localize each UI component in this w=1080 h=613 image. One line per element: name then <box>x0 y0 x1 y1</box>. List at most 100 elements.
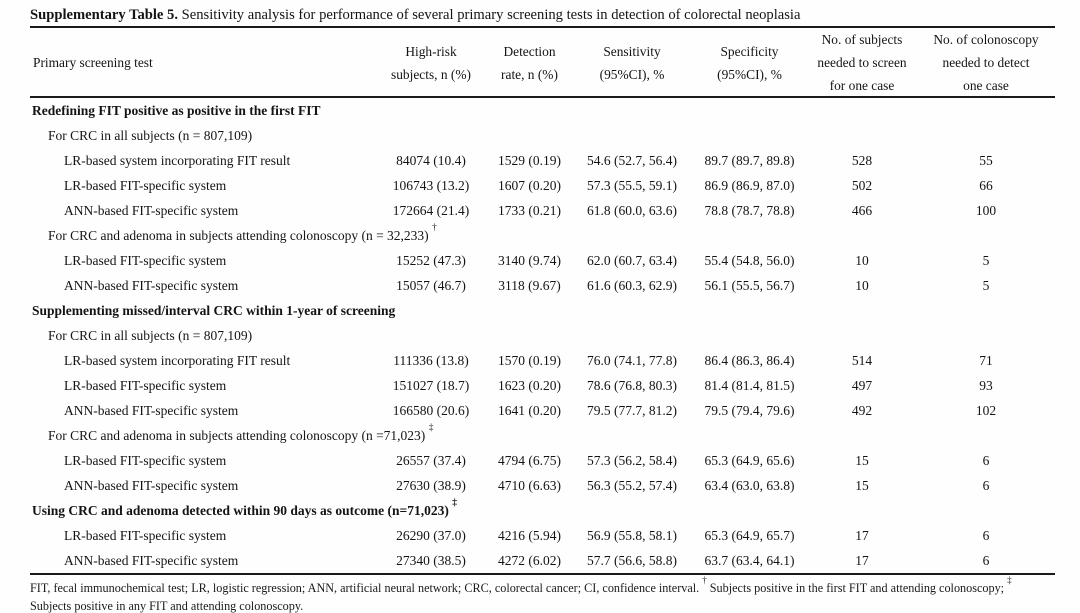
cell-sensitivity: 78.6 (76.8, 80.3) <box>587 378 677 393</box>
column-header-line: needed to screen <box>817 55 907 70</box>
cell-specificity: 81.4 (81.4, 81.5) <box>704 378 795 393</box>
row-label-text: LR-based system incorporating FIT result <box>64 153 291 168</box>
cell-sensitivity: 76.0 (74.1, 77.8) <box>587 353 677 368</box>
column-header-line: No. of colonoscopy <box>933 32 1039 47</box>
row-label: For CRC in all subjects (n = 807,109) <box>30 323 1055 348</box>
row-label: Using CRC and adenoma detected within 90… <box>30 498 1055 523</box>
cell-colonoscopy-needed-to-detect: 6 <box>982 478 990 493</box>
cell-detection-rate: 4710 (6.63) <box>498 478 561 493</box>
cell-specificity: 86.9 (86.9, 87.0) <box>704 178 795 193</box>
dagger-icon: ‡ <box>452 497 457 508</box>
column-header-line: rate, n (%) <box>501 66 558 82</box>
cell-sensitivity: 57.7 (56.6, 58.8) <box>587 553 677 568</box>
table-row: ANN-based FIT-specific system 172664 (21.… <box>30 198 1055 223</box>
cell-sensitivity: 79.5 (77.7, 81.2) <box>587 403 677 418</box>
cell-sensitivity: 62.0 (60.7, 63.4) <box>587 253 677 268</box>
cell-colonoscopy-needed-to-detect: 55 <box>979 153 993 168</box>
row-label-text: LR-based FIT-specific system <box>64 378 227 393</box>
cell-specificity: 79.5 (79.4, 79.6) <box>704 403 795 418</box>
cell-subjects-needed-to-screen: 15 <box>855 478 869 493</box>
cell-sensitivity: 57.3 (56.2, 58.4) <box>587 453 677 468</box>
cell-specificity: 63.7 (63.4, 64.1) <box>704 553 795 568</box>
table-row: ANN-based FIT-specific system 15057 (46.7… <box>30 273 1055 298</box>
row-label-text: LR-based system incorporating FIT result <box>64 353 291 368</box>
cell-specificity: 56.1 (55.5, 56.7) <box>704 278 795 293</box>
cell-detection-rate: 4216 (5.94) <box>498 528 561 543</box>
row-label-text: Supplementing missed/interval CRC within… <box>32 303 396 318</box>
cell-subjects-needed-to-screen: 528 <box>851 153 873 168</box>
cell-high-risk-subjects: 27630 (38.9) <box>396 478 466 493</box>
row-label: ANN-based FIT-specific system <box>30 398 375 423</box>
column-header-line: Detection <box>503 43 556 59</box>
section-row: Using CRC and adenoma detected within 90… <box>30 498 1055 523</box>
column-header-line: (95%CI), % <box>717 66 782 82</box>
footnote-text: Subjects positive in the first FIT and a… <box>706 581 1008 595</box>
cell-colonoscopy-needed-to-detect: 5 <box>982 278 990 293</box>
column-header-sensitivity: Sensitivity (95%CI), % <box>572 40 692 86</box>
cell-high-risk-subjects: 111336 (13.8) <box>393 353 469 368</box>
cell-subjects-needed-to-screen: 466 <box>851 203 873 218</box>
cell-sensitivity: 57.3 (55.5, 59.1) <box>587 178 677 193</box>
row-label-text: ANN-based FIT-specific system <box>64 553 239 568</box>
row-label-text: ANN-based FIT-specific system <box>64 203 239 218</box>
cell-high-risk-subjects: 172664 (21.4) <box>392 203 470 218</box>
column-header-specificity: Specificity (95%CI), % <box>692 40 807 86</box>
column-header-colonoscopy-needed-to-detect: No. of colonoscopy needed to detect one ca… <box>917 28 1055 97</box>
cell-specificity: 65.3 (64.9, 65.6) <box>704 453 795 468</box>
table-body: Redefining FIT positive as positive in t… <box>30 98 1055 575</box>
cell-detection-rate: 4794 (6.75) <box>498 453 561 468</box>
cell-high-risk-subjects: 106743 (13.2) <box>392 178 470 193</box>
cell-subjects-needed-to-screen: 497 <box>851 378 873 393</box>
cell-detection-rate: 1529 (0.19) <box>498 153 561 168</box>
row-label-text: LR-based FIT-specific system <box>64 528 227 543</box>
row-label: LR-based FIT-specific system <box>30 448 375 473</box>
cell-detection-rate: 4272 (6.02) <box>498 553 561 568</box>
table-row: LR-based FIT-specific system 26557 (37.4)… <box>30 448 1055 473</box>
footnote-text: FIT, fecal immunochemical test; LR, logi… <box>30 581 703 595</box>
cell-colonoscopy-needed-to-detect: 5 <box>982 253 990 268</box>
cell-detection-rate: 3118 (9.67) <box>498 278 561 293</box>
table-row: ANN-based FIT-specific system 166580 (20.… <box>30 398 1055 423</box>
cell-subjects-needed-to-screen: 514 <box>851 353 873 368</box>
row-label: For CRC in all subjects (n = 807,109) <box>30 123 1055 148</box>
row-label: LR-based system incorporating FIT result <box>30 148 375 173</box>
row-label: LR-based FIT-specific system <box>30 523 375 548</box>
column-header-line: needed to detect <box>942 55 1030 70</box>
row-label-text: Using CRC and adenoma detected within 90… <box>32 503 449 518</box>
cell-high-risk-subjects: 27340 (38.5) <box>396 553 466 568</box>
table-title: Supplementary Table 5. Sensitivity analy… <box>30 5 1055 28</box>
table-row: LR-based FIT-specific system 151027 (18.7… <box>30 373 1055 398</box>
column-header-primary-screening-test: Primary screening test <box>30 51 375 74</box>
cell-high-risk-subjects: 15057 (46.7) <box>396 278 466 293</box>
cell-high-risk-subjects: 166580 (20.6) <box>392 403 470 418</box>
subsection-row: For CRC and adenoma in subjects attendin… <box>30 423 1055 448</box>
cell-colonoscopy-needed-to-detect: 71 <box>979 353 993 368</box>
section-row: Supplementing missed/interval CRC within… <box>30 298 1055 323</box>
row-label: ANN-based FIT-specific system <box>30 473 375 498</box>
cell-subjects-needed-to-screen: 10 <box>855 253 869 268</box>
footnote-dagger-icon: ‡ <box>1007 574 1012 585</box>
cell-subjects-needed-to-screen: 492 <box>851 403 873 418</box>
row-label-text: ANN-based FIT-specific system <box>64 478 239 493</box>
row-label: Redefining FIT positive as positive in t… <box>30 98 1055 123</box>
cell-sensitivity: 56.3 (55.2, 57.4) <box>587 478 677 493</box>
row-label: ANN-based FIT-specific system <box>30 548 375 573</box>
table-title-text: Sensitivity analysis for performance of … <box>178 7 801 23</box>
column-header-high-risk-subjects: High-risk subjects, n (%) <box>375 40 487 86</box>
cell-sensitivity: 56.9 (55.8, 58.1) <box>587 528 677 543</box>
column-header-detection-rate: Detection rate, n (%) <box>487 40 572 86</box>
cell-detection-rate: 1733 (0.21) <box>498 203 561 218</box>
table-row: ANN-based FIT-specific system 27630 (38.9… <box>30 473 1055 498</box>
cell-detection-rate: 1570 (0.19) <box>498 353 561 368</box>
cell-subjects-needed-to-screen: 10 <box>855 278 869 293</box>
subsection-row: For CRC in all subjects (n = 807,109) <box>30 123 1055 148</box>
cell-specificity: 63.4 (63.0, 63.8) <box>704 478 795 493</box>
dagger-icon: ‡ <box>428 422 434 433</box>
table-row: LR-based FIT-specific system 106743 (13.2… <box>30 173 1055 198</box>
table-row: LR-based FIT-specific system 15252 (47.3)… <box>30 248 1055 273</box>
row-label-text: ANN-based FIT-specific system <box>64 403 239 418</box>
cell-high-risk-subjects: 26290 (37.0) <box>396 528 466 543</box>
column-header-subjects-needed-to-screen: No. of subjects needed to screen for one c… <box>807 28 917 97</box>
cell-subjects-needed-to-screen: 15 <box>855 453 869 468</box>
